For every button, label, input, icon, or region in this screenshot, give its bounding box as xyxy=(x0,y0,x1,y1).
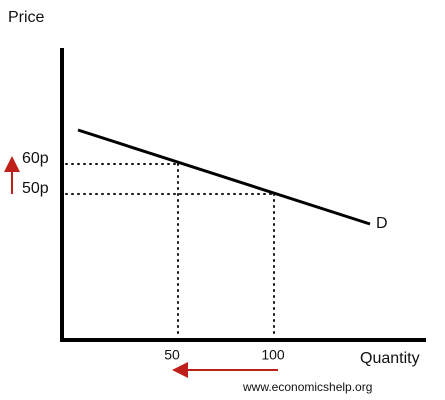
demand-curve xyxy=(77,128,371,226)
watermark: www.economicshelp.org xyxy=(242,380,372,394)
curve-label: D xyxy=(376,215,388,232)
price-label: 60p xyxy=(22,150,49,167)
quantity-label: 50 xyxy=(164,347,180,363)
price-label: 50p xyxy=(22,180,49,197)
quantity-label: 100 xyxy=(261,347,285,363)
y-axis-label: Price xyxy=(8,9,45,26)
x-axis-label: Quantity xyxy=(360,350,420,367)
